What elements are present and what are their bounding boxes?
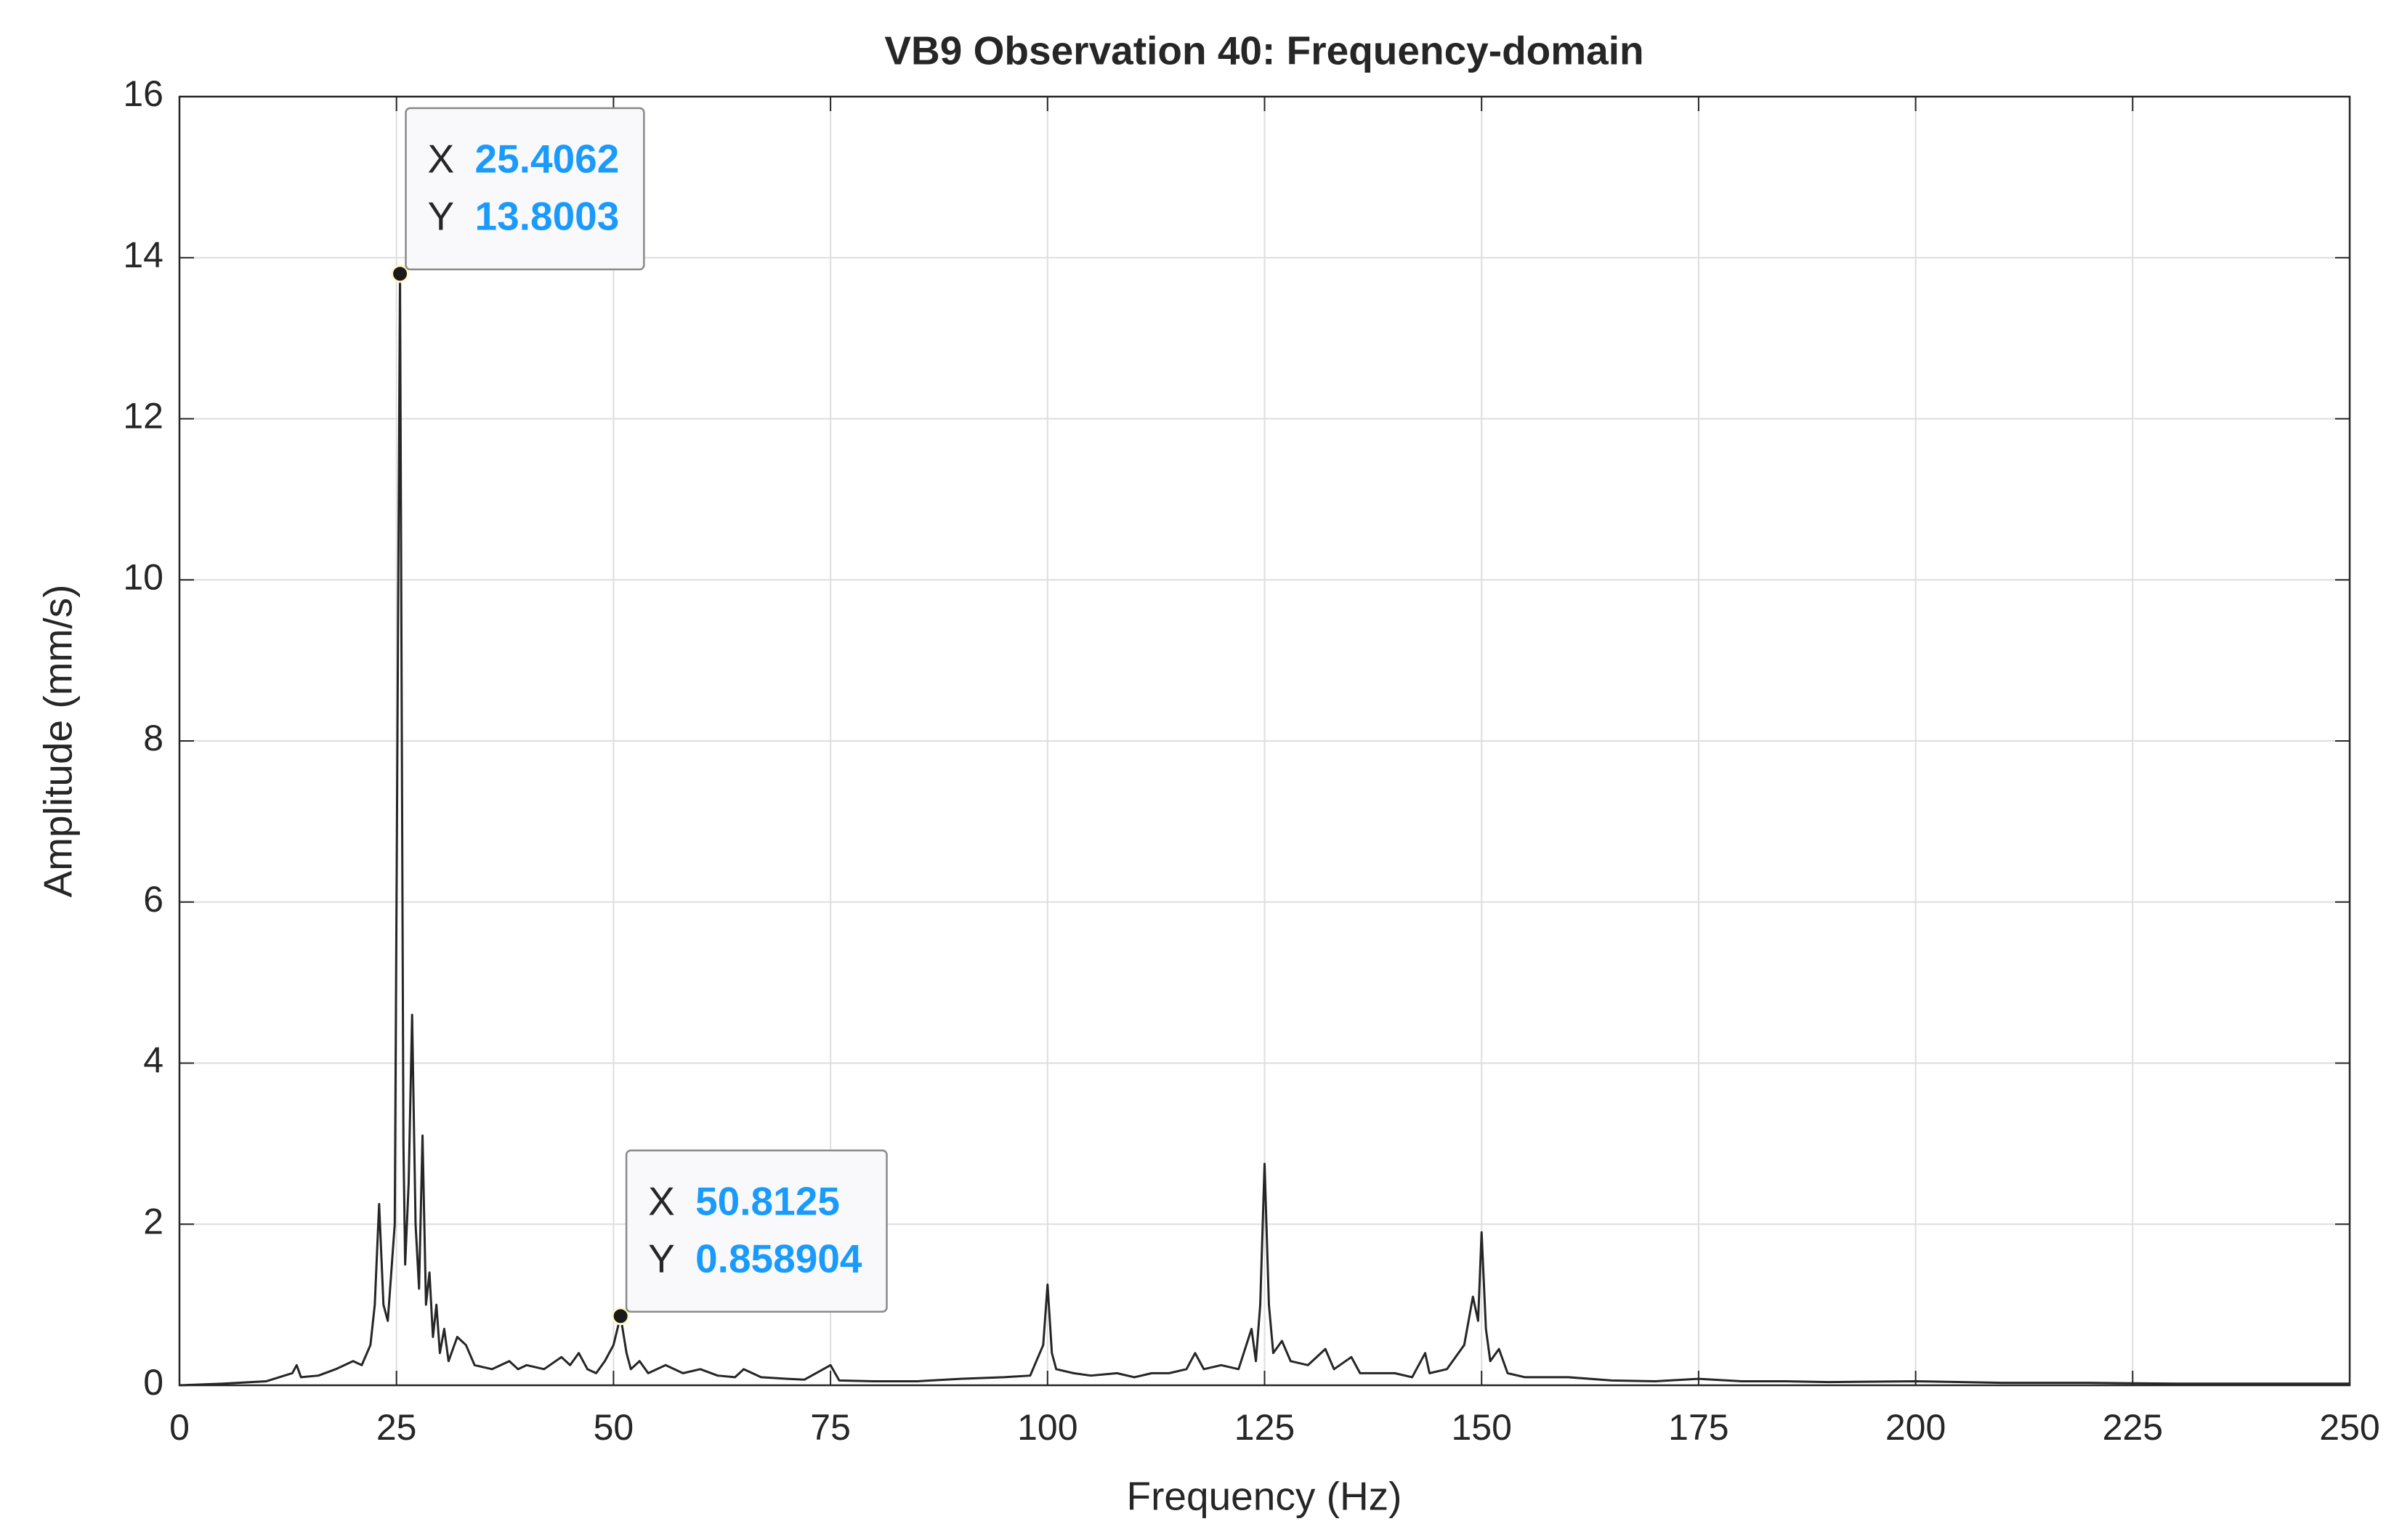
- y-tick-label: 0: [143, 1362, 163, 1403]
- x-tick-label: 50: [594, 1407, 634, 1448]
- datatip-box: [625, 1149, 888, 1313]
- x-tick-label: 175: [1668, 1407, 1728, 1448]
- x-tick-label: 150: [1451, 1407, 1511, 1448]
- x-tick-label: 100: [1017, 1407, 1077, 1448]
- y-tick-label: 12: [123, 396, 163, 437]
- datatip-y-label: Y: [648, 1236, 675, 1281]
- datatip-y-label: Y: [428, 193, 455, 238]
- datatip-y-value: 13.8003: [475, 193, 620, 238]
- x-tick-label: 200: [1885, 1407, 1946, 1448]
- spectrum-line: [179, 272, 2350, 1387]
- y-tick-label: 2: [143, 1201, 163, 1241]
- datatip-x-value: 50.8125: [695, 1178, 840, 1223]
- y-tick-label: 16: [123, 73, 163, 114]
- datatip-x-label: X: [428, 136, 455, 181]
- axes-box: [178, 95, 2351, 1387]
- y-tick-label: 8: [143, 718, 163, 758]
- datatip: XY 25.4062 13.8003: [405, 107, 645, 271]
- x-tick-label: 25: [376, 1407, 417, 1448]
- y-tick-label: 10: [123, 556, 163, 597]
- x-tick-label: 75: [810, 1407, 851, 1448]
- datatip-marker: [391, 264, 410, 283]
- y-tick-label: 14: [123, 235, 163, 275]
- datatip-y-value: 0.858904: [695, 1236, 862, 1281]
- x-tick-label: 125: [1234, 1407, 1295, 1448]
- x-axis-label: Frequency (Hz): [1127, 1474, 1402, 1519]
- y-tick-label: 6: [143, 879, 163, 920]
- x-tick-label: 250: [2319, 1407, 2379, 1448]
- x-tick-label: 225: [2103, 1407, 2163, 1448]
- datatip-box: [405, 107, 645, 271]
- datatip: XY 50.8125 0.858904: [625, 1149, 888, 1313]
- y-axis-label: Amplitude (mm/s): [36, 585, 81, 898]
- datatip-x-label: X: [648, 1178, 675, 1223]
- y-tick-label: 4: [143, 1040, 163, 1081]
- datatip-marker: [611, 1307, 630, 1326]
- x-tick-label: 0: [169, 1407, 190, 1448]
- chart-title: VB9 Observation 40: Frequency-domain: [884, 28, 1643, 73]
- datatip-x-value: 25.4062: [475, 136, 620, 181]
